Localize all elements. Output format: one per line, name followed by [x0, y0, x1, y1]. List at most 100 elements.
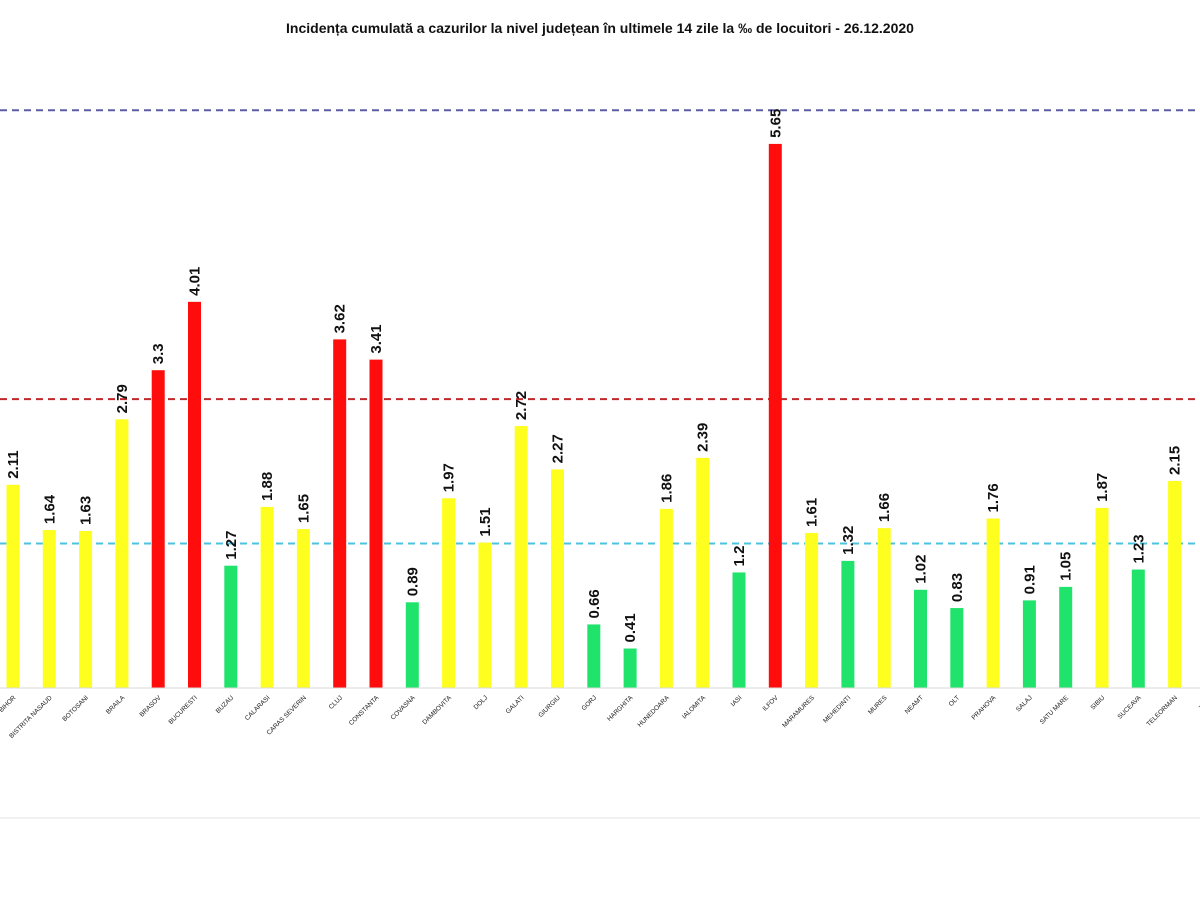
bar-cluj: [333, 339, 347, 688]
value-label-galati: 2.72: [513, 391, 530, 420]
bar-constanta: [369, 359, 383, 688]
category-label-sibiu: SIBIU: [1089, 694, 1106, 711]
bar-ilfov: [768, 143, 782, 688]
value-label-sibiu: 1.87: [1094, 473, 1111, 502]
bar-dambovita: [442, 498, 456, 688]
value-label-gorj: 0.66: [586, 589, 603, 618]
bar-galati: [514, 426, 528, 688]
category-label-buzau: BUZAU: [215, 694, 236, 715]
category-label-hunedoara: HUNEDOARA: [636, 694, 671, 729]
value-label-bistrita-nasaud: 1.64: [41, 494, 58, 524]
category-label-dolj: DOLJ: [473, 694, 490, 711]
value-label-dambovita: 1.97: [441, 463, 458, 492]
bar-dolj: [478, 542, 492, 688]
value-label-hunedoara: 1.86: [658, 474, 675, 503]
bar-salaj: [1022, 600, 1036, 688]
value-label-ilfov: 5.65: [767, 109, 784, 138]
bar-bihor: [6, 484, 20, 688]
bar-braila: [115, 419, 129, 688]
category-label-neamt: NEAMT: [904, 694, 925, 715]
bar-olt: [950, 608, 964, 688]
value-label-olt: 0.83: [949, 573, 966, 602]
category-label-mures: MURES: [867, 694, 889, 716]
value-label-salaj: 0.91: [1021, 565, 1038, 594]
value-label-braila: 2.79: [114, 384, 131, 413]
bar-calarasi: [260, 506, 274, 688]
bar-covasna: [405, 602, 419, 688]
category-label-maramures: MARAMURES: [781, 694, 816, 729]
category-label-braila: BRAILA: [105, 694, 127, 716]
category-label-teleorman: TELEORMAN: [1145, 694, 1179, 728]
bar-sibiu: [1095, 507, 1109, 688]
bar-teleorman: [1168, 480, 1182, 688]
category-label-satu-mare: SATU MARE: [1039, 694, 1071, 726]
value-label-caras-severin: 1.65: [295, 494, 312, 523]
bar-mehedinti: [841, 560, 855, 688]
bar-bucuresti: [188, 301, 201, 688]
bar-ialomita: [696, 457, 710, 688]
value-label-prahova: 1.76: [985, 483, 1002, 512]
category-label-mehedinti: MEHEDINTI: [822, 694, 852, 724]
value-label-calarasi: 1.88: [259, 472, 276, 501]
category-label-caras-severin: CARAS SEVERIN: [266, 694, 308, 736]
value-label-cluj: 3.62: [332, 304, 349, 333]
bar-mures: [877, 528, 891, 688]
bar-gorj: [587, 624, 601, 688]
value-label-mehedinti: 1.32: [840, 526, 857, 555]
value-label-botosani: 1.63: [78, 496, 95, 525]
category-label-calarasi: CALARASI: [244, 694, 272, 722]
category-label-suceava: SUCEAVA: [1116, 694, 1143, 721]
value-label-teleorman: 2.15: [1167, 446, 1184, 475]
value-label-bihor: 2.11: [5, 450, 22, 478]
category-label-constanta: CONSTANTA: [348, 694, 381, 727]
value-label-harghita: 0.41: [622, 613, 639, 642]
bar-maramures: [805, 532, 819, 688]
bar-brasov: [151, 370, 165, 688]
value-label-constanta: 3.41: [368, 324, 385, 353]
chart-title: Incidența cumulată a cazurilor la nivel …: [286, 20, 914, 36]
category-label-bucuresti: BUCURESTI: [167, 694, 199, 726]
value-label-buzau: 1.27: [223, 530, 240, 559]
bar-satu-mare: [1059, 586, 1073, 688]
bar-bistrita-nasaud: [42, 530, 56, 688]
category-label-iasi: IASI: [730, 694, 744, 708]
bar-iasi: [732, 572, 746, 688]
bar-botosani: [79, 531, 93, 688]
category-label-botosani: BOTOSANI: [61, 694, 90, 723]
bar-buzau: [224, 565, 238, 688]
value-label-dolj: 1.51: [477, 507, 494, 536]
value-labels-group: 2.11 1.64 1.63 2.79 3.3 4.01 1.27 1.88 1.65 3.62 3…: [5, 109, 1184, 643]
value-label-neamt: 1.02: [913, 555, 930, 584]
bar-harghita: [623, 648, 637, 688]
value-label-covasna: 0.89: [404, 567, 421, 596]
category-label-prahova: PRAHOVA: [970, 694, 998, 722]
category-label-gorj: GORJ: [580, 694, 598, 712]
value-label-suceava: 1.23: [1130, 534, 1147, 563]
bar-neamt: [914, 589, 927, 688]
category-label-cluj: CLUJ: [328, 694, 344, 710]
category-label-salaj: SALAJ: [1015, 694, 1034, 713]
value-label-satu-mare: 1.05: [1058, 552, 1075, 581]
category-label-bihor: BIHOR: [0, 694, 18, 714]
value-label-iasi: 1.2: [731, 546, 748, 567]
bar-caras-severin: [296, 529, 310, 688]
bar-giurgiu: [551, 469, 564, 688]
category-label-ilfov: ILFOV: [761, 694, 780, 713]
bars-group: [6, 143, 1182, 688]
category-label-olt: OLT: [948, 694, 962, 708]
category-label-covasna: COVASNA: [390, 694, 418, 722]
value-label-giurgiu: 2.27: [550, 434, 567, 463]
value-label-mures: 1.66: [876, 493, 893, 522]
category-label-harghita: HARGHITA: [606, 694, 635, 723]
bar-hunedoara: [659, 508, 673, 688]
value-label-maramures: 1.61: [804, 498, 821, 527]
threshold-lines: [0, 109, 1200, 545]
category-label-dambovita: DAMBOVITA: [421, 694, 453, 726]
bar-suceava: [1131, 569, 1145, 688]
category-label-galati: GALATI: [505, 694, 526, 715]
value-label-brasov: 3.3: [150, 343, 167, 364]
value-label-ialomita: 2.39: [695, 423, 712, 452]
category-label-ialomita: IALOMITA: [681, 694, 708, 721]
